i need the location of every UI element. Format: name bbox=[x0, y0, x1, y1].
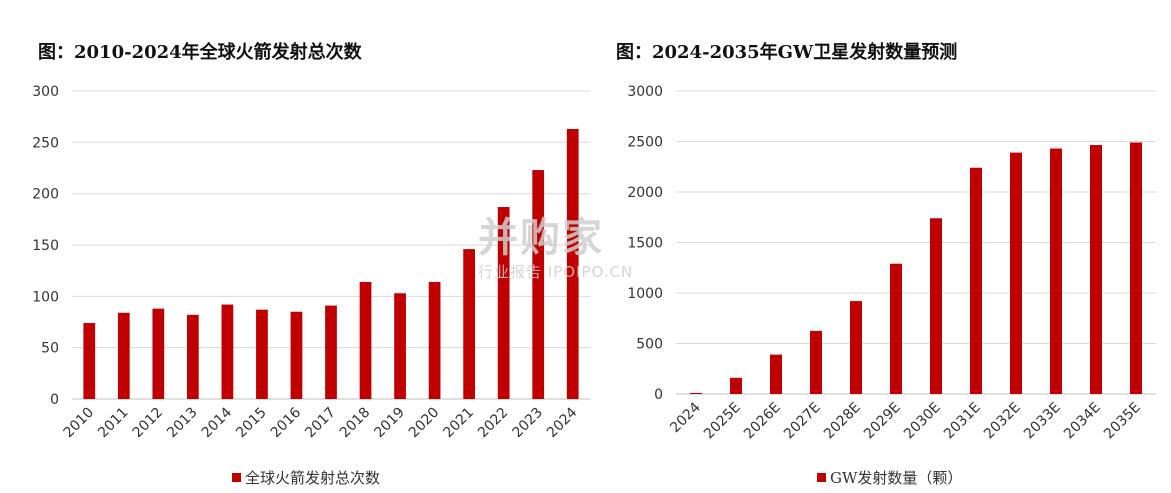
y-tick-label: 200 bbox=[32, 187, 59, 203]
x-tick-label: 2026E bbox=[741, 400, 784, 443]
x-tick-label: 2023 bbox=[510, 405, 547, 442]
chart-title: 图：2010-2024年全球火箭发射总次数 bbox=[38, 42, 362, 63]
bar bbox=[290, 311, 303, 399]
bar bbox=[970, 167, 982, 394]
legend-swatch bbox=[232, 473, 241, 482]
x-tick-label: 2030E bbox=[901, 400, 944, 443]
bar bbox=[690, 392, 702, 394]
chart-panel-gw-forecast: 图：2024-2035年GW卫星发射数量预测 0 500 1000 1500 2000 2… bbox=[590, 0, 1171, 493]
bar bbox=[463, 249, 476, 399]
y-tick-label: 500 bbox=[636, 337, 663, 353]
x-tick-label: 2024 bbox=[544, 404, 581, 441]
bar bbox=[730, 377, 742, 394]
legend-swatch bbox=[817, 473, 826, 482]
x-tick-label: 2024 bbox=[667, 399, 704, 436]
x-tick-label: 2021 bbox=[440, 405, 477, 442]
x-tick-label: 2016 bbox=[268, 404, 305, 441]
y-tick-label: 1500 bbox=[627, 236, 663, 252]
bar bbox=[152, 308, 165, 399]
y-tick-label: 2000 bbox=[627, 185, 663, 201]
bar-chart-gw-forecast: 05001000150020002500300020242025E2026E20… bbox=[627, 84, 1156, 487]
bar bbox=[359, 281, 372, 399]
bar bbox=[1010, 152, 1022, 394]
bar bbox=[394, 293, 406, 399]
bar bbox=[117, 312, 130, 399]
bar bbox=[1090, 145, 1102, 394]
x-tick-label: 2033E bbox=[1021, 400, 1064, 443]
y-tick-label: 0 bbox=[50, 392, 59, 408]
x-tick-label: 2013 bbox=[164, 405, 201, 442]
y-tick-label: 1000 bbox=[627, 286, 663, 302]
x-tick-label: 2012 bbox=[130, 405, 167, 442]
y-tick-label: 50 bbox=[41, 341, 59, 357]
bar-chart-launches: 0501001502002503002010201120122013201420… bbox=[32, 84, 590, 487]
y-tick-label: 2500 bbox=[627, 135, 663, 151]
y-tick-label: 100 bbox=[32, 289, 59, 305]
x-tick-label: 2025E bbox=[701, 400, 744, 443]
x-tick-label: 2019 bbox=[371, 405, 408, 442]
x-tick-label: 2020 bbox=[406, 405, 443, 442]
x-tick-label: 2035E bbox=[1101, 400, 1144, 443]
bar bbox=[890, 263, 902, 394]
bar bbox=[497, 207, 510, 399]
y-tick-label: 250 bbox=[32, 135, 59, 151]
chart-title: 图：2024-2035年GW卫星发射数量预测 bbox=[616, 42, 958, 63]
bar bbox=[186, 314, 199, 399]
bar bbox=[1130, 142, 1142, 394]
x-tick-label: 2028E bbox=[821, 400, 864, 443]
bar bbox=[850, 301, 862, 394]
y-tick-label: 150 bbox=[32, 238, 59, 254]
x-tick-label: 2031E bbox=[941, 400, 984, 443]
bar bbox=[428, 281, 441, 399]
x-tick-label: 2017 bbox=[302, 405, 339, 442]
y-tick-label: 0 bbox=[654, 387, 663, 403]
x-tick-label: 2018 bbox=[337, 405, 374, 442]
bar bbox=[325, 305, 337, 399]
x-tick-label: 2011 bbox=[95, 405, 132, 442]
bar bbox=[221, 304, 234, 399]
bar bbox=[83, 323, 96, 399]
chart-panel-launches: 图：2010-2024年全球火箭发射总次数 0 50 100 150 200 250 300… bbox=[32, 42, 590, 487]
x-tick-label: 2014 bbox=[199, 404, 236, 441]
bar bbox=[770, 354, 782, 394]
bar bbox=[532, 170, 545, 399]
bar bbox=[810, 330, 822, 394]
x-tick-label: 2029E bbox=[861, 400, 904, 443]
y-tick-label: 300 bbox=[32, 84, 59, 100]
bar bbox=[566, 128, 579, 399]
bar bbox=[930, 218, 942, 394]
x-tick-label: 2027E bbox=[781, 400, 824, 443]
x-tick-label: 2034E bbox=[1061, 400, 1104, 443]
bar bbox=[1050, 148, 1062, 394]
x-tick-label: 2032E bbox=[981, 400, 1024, 443]
y-tick-label: 3000 bbox=[627, 84, 663, 100]
legend-label: 全球火箭发射总次数 bbox=[245, 469, 380, 487]
x-tick-label: 2010 bbox=[61, 405, 98, 442]
x-tick-label: 2022 bbox=[475, 405, 512, 442]
x-tick-label: 2015 bbox=[233, 405, 270, 442]
bar bbox=[256, 309, 268, 399]
legend-label: GW发射数量（颗） bbox=[830, 469, 962, 487]
